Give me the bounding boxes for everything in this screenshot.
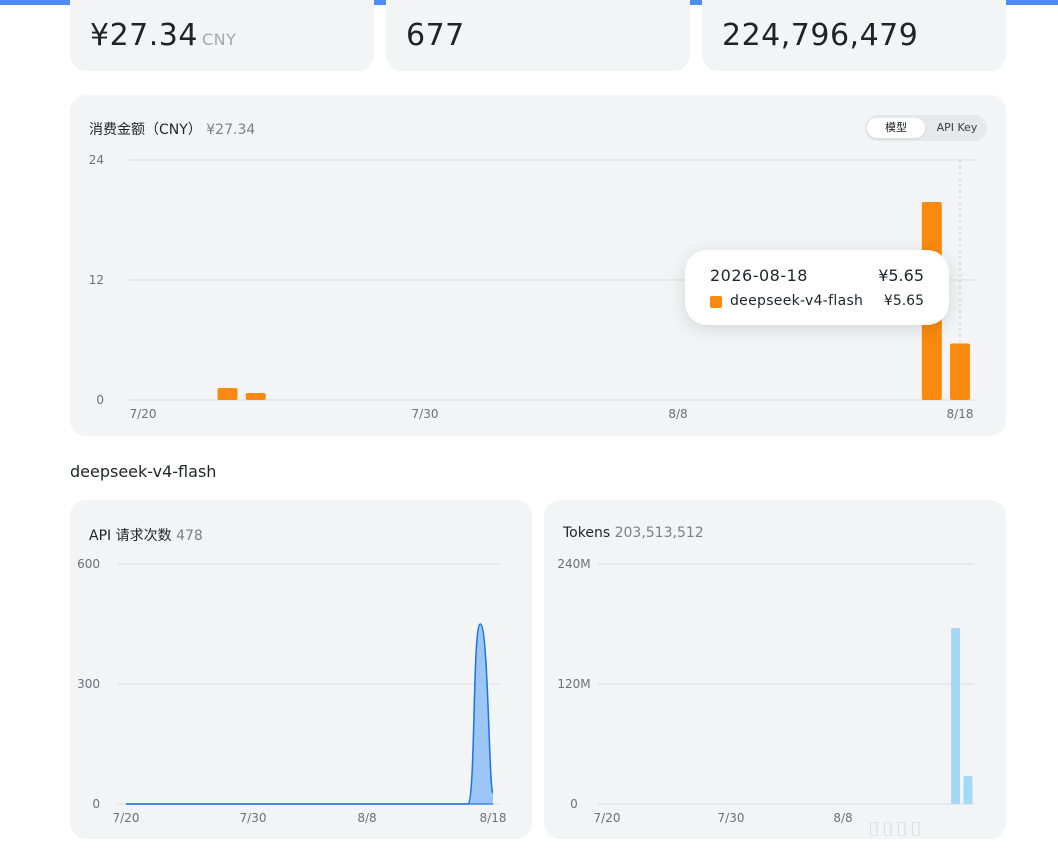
- requests-title-text: API 请求次数: [89, 528, 172, 544]
- tooltip-series-swatch: [710, 296, 722, 308]
- bar: [245, 393, 266, 400]
- x-tick-label: 8/8: [357, 811, 376, 825]
- y-tick-label: 0: [96, 393, 104, 407]
- stat-cost-unit: CNY: [201, 30, 237, 49]
- x-tick-label: 7/20: [113, 811, 140, 825]
- bar: [217, 388, 238, 400]
- y-tick-label: 0: [92, 797, 100, 811]
- x-tick-label: 7/20: [130, 407, 157, 421]
- cost-chart-title: 消费金额（CNY） ¥27.34: [89, 119, 255, 139]
- y-tick-label: 12: [89, 273, 104, 287]
- requests-chart-title: API 请求次数 478: [89, 525, 203, 545]
- x-tick-label: 8/8: [668, 407, 687, 421]
- requests-total: 478: [176, 528, 203, 544]
- x-tick-label: 7/30: [718, 811, 745, 825]
- watermark: ⌷⌷⌷⌷: [868, 817, 924, 841]
- toggle-model[interactable]: 模型: [867, 118, 925, 138]
- stat-card-requests: 677: [386, 0, 690, 71]
- y-tick-label: 300: [77, 677, 100, 691]
- cost-chart-total: ¥27.34: [206, 122, 256, 138]
- tokens-chart-card: Tokens 203,513,512: [544, 500, 1006, 839]
- x-tick-label: 7/30: [240, 811, 267, 825]
- stat-tokens-value: 224,796,479: [722, 18, 919, 53]
- stat-cost-value: ¥27.34: [90, 18, 198, 53]
- chart-tooltip: 2026-08-18 ¥5.65 deepseek-v4-flash ¥5.65: [685, 250, 949, 325]
- bar: [963, 776, 973, 804]
- y-tick-label: 240M: [557, 557, 590, 571]
- x-tick-label: 8/8: [833, 811, 852, 825]
- stat-card-cost: ¥27.34 CNY: [70, 0, 374, 71]
- x-tick-label: 8/18: [947, 407, 974, 421]
- bar: [951, 628, 961, 804]
- toggle-api-key[interactable]: API Key: [936, 121, 978, 134]
- view-toggle[interactable]: 模型 API Key: [865, 115, 987, 141]
- requests-chart-card: API 请求次数 478: [70, 500, 532, 839]
- tokens-total: 203,513,512: [614, 525, 704, 541]
- x-tick-label: 7/30: [412, 407, 439, 421]
- model-section-title: deepseek-v4-flash: [70, 462, 217, 481]
- y-tick-label: 120M: [557, 677, 590, 691]
- y-tick-label: 600: [77, 557, 100, 571]
- series-line: [126, 623, 494, 805]
- x-tick-label: 7/20: [594, 811, 621, 825]
- tokens-title-text: Tokens: [563, 525, 611, 541]
- tooltip-series-name: deepseek-v4-flash: [730, 293, 864, 309]
- tokens-chart-title: Tokens 203,513,512: [563, 525, 704, 541]
- stat-value: ¥27.34 CNY: [90, 18, 236, 53]
- cost-chart-title-text: 消费金额（CNY）: [89, 122, 202, 138]
- y-tick-label: 24: [89, 153, 104, 167]
- x-tick-label: 8/18: [480, 811, 507, 825]
- bar: [950, 343, 970, 400]
- tooltip-date: 2026-08-18: [710, 266, 808, 285]
- y-tick-label: 0: [570, 797, 578, 811]
- tooltip-series-value: ¥5.65: [883, 293, 924, 309]
- tooltip-total: ¥5.65: [878, 266, 924, 285]
- stat-requests-value: 677: [406, 18, 465, 53]
- stat-card-tokens: 224,796,479: [702, 0, 1006, 71]
